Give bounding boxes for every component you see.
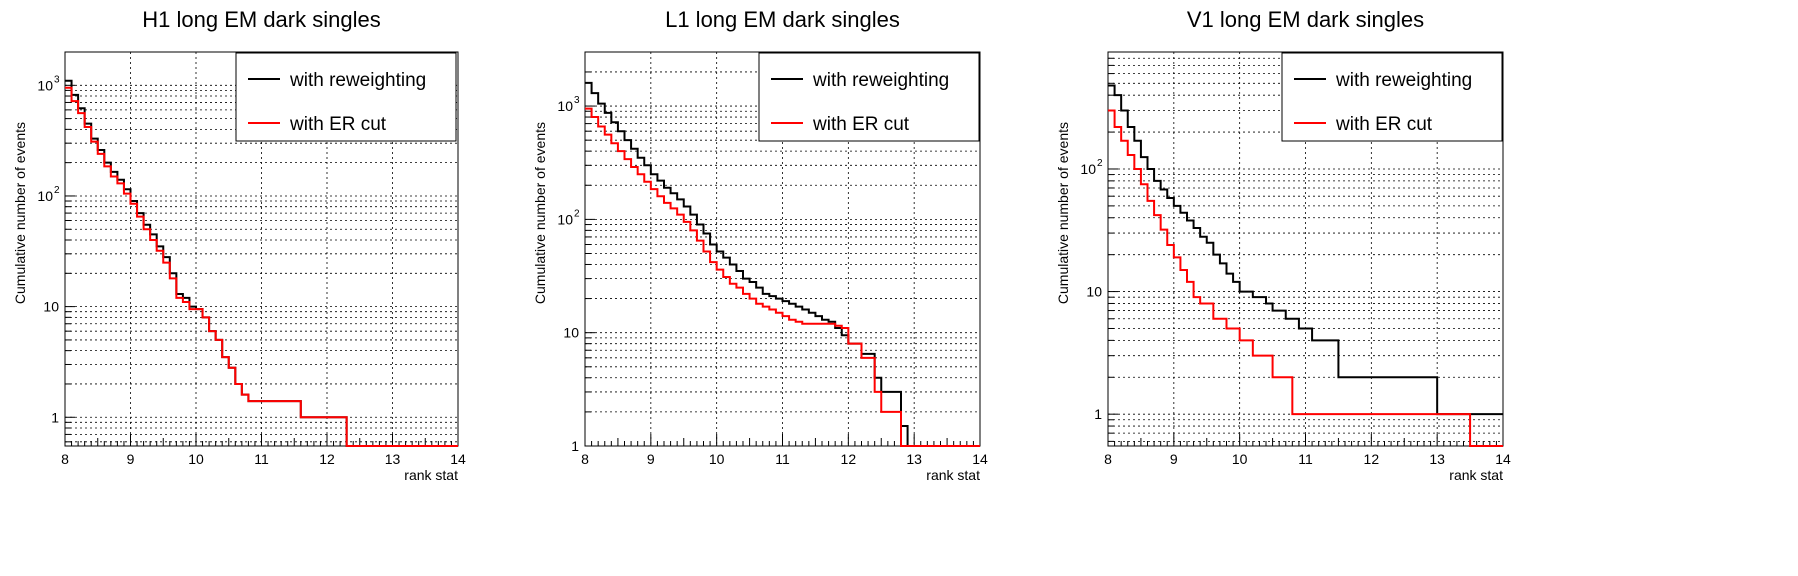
y-axis-label: Cumulative number of events (532, 122, 548, 304)
x-axis-label: rank stat (404, 467, 458, 483)
x-axis-label: rank stat (1449, 467, 1503, 483)
y-tick-label: 10 (37, 77, 53, 93)
chart-title: L1 long EM dark singles (665, 7, 900, 32)
legend-box (1281, 52, 1503, 142)
legend-box (758, 52, 980, 142)
x-tick-label: 8 (61, 451, 69, 467)
y-tick-label: 10 (557, 211, 573, 227)
x-tick-label: 14 (972, 451, 988, 467)
x-tick-label: 9 (127, 451, 135, 467)
x-tick-label: 11 (1298, 451, 1313, 467)
x-tick-label: 13 (1429, 451, 1445, 467)
x-tick-label: 11 (254, 451, 269, 467)
x-tick-label: 14 (1495, 451, 1511, 467)
x-tick-label: 10 (188, 451, 204, 467)
x-tick-label: 11 (775, 451, 790, 467)
x-tick-label: 13 (385, 451, 401, 467)
y-tick-exponent: 3 (574, 95, 580, 106)
y-tick-exponent: 2 (574, 208, 580, 219)
y-tick-label: 1 (51, 409, 59, 425)
x-tick-label: 10 (709, 451, 725, 467)
legend-label: with reweighting (289, 70, 426, 91)
legend-box (235, 52, 457, 142)
x-tick-label: 8 (581, 451, 589, 467)
legend-label: with reweighting (1335, 70, 1472, 91)
y-axis-label: Cumulative number of events (12, 122, 28, 304)
y-tick-label: 10 (43, 299, 59, 315)
x-tick-label: 9 (647, 451, 655, 467)
legend-label: with reweighting (812, 70, 949, 91)
series-line-reweighting (585, 81, 980, 447)
series-line-er-cut (1108, 109, 1503, 447)
y-tick-exponent: 2 (54, 185, 60, 196)
chart-title: V1 long EM dark singles (1187, 7, 1424, 32)
y-tick-exponent: 3 (54, 74, 60, 85)
y-tick-label: 10 (563, 325, 579, 341)
x-tick-label: 8 (1104, 451, 1112, 467)
series-line-reweighting (1108, 84, 1503, 416)
x-tick-label: 13 (906, 451, 922, 467)
y-tick-label: 10 (1086, 284, 1102, 300)
x-tick-label: 12 (1364, 451, 1380, 467)
x-tick-label: 12 (841, 451, 857, 467)
chart-title: H1 long EM dark singles (142, 7, 380, 32)
series-line-er-cut (65, 86, 458, 447)
legend-label: with ER cut (1335, 114, 1433, 135)
legend-label: with ER cut (289, 114, 387, 135)
series-line-er-cut (585, 107, 980, 447)
y-tick-label: 10 (37, 188, 53, 204)
legend: with reweighting with ER cut (758, 52, 980, 142)
legend: with reweighting with ER cut (1281, 52, 1503, 142)
legend-label: with ER cut (812, 114, 910, 135)
y-tick-label: 1 (571, 438, 579, 454)
x-tick-label: 10 (1232, 451, 1248, 467)
x-tick-label: 12 (319, 451, 335, 467)
y-axis-label: Cumulative number of events (1055, 122, 1071, 304)
y-tick-label: 10 (557, 98, 573, 114)
x-axis-label: rank stat (926, 467, 980, 483)
y-tick-label: 1 (1094, 406, 1102, 422)
x-tick-label: 14 (450, 451, 466, 467)
y-tick-exponent: 2 (1097, 158, 1103, 169)
y-tick-label: 10 (1080, 161, 1096, 177)
legend: with reweighting with ER cut (235, 52, 457, 142)
x-tick-label: 9 (1170, 451, 1178, 467)
